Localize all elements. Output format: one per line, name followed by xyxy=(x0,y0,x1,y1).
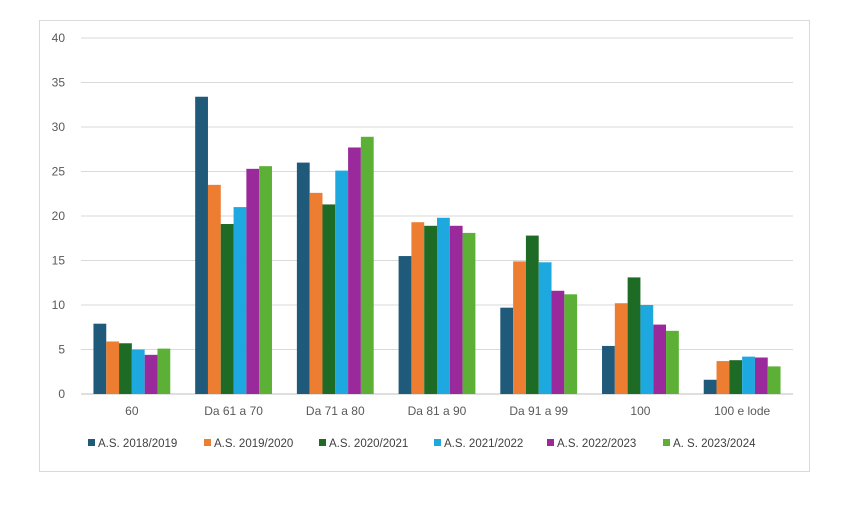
bar xyxy=(500,307,514,394)
x-tick-label: Da 61 a 70 xyxy=(204,404,263,418)
y-tick-label: 30 xyxy=(52,120,66,134)
bar xyxy=(195,96,208,395)
legend-swatch xyxy=(204,439,211,446)
bar xyxy=(398,256,412,394)
bar xyxy=(653,324,667,394)
y-tick-label: 15 xyxy=(52,254,66,268)
bar xyxy=(106,341,120,394)
y-tick-label: 20 xyxy=(52,209,66,223)
bar xyxy=(729,360,743,394)
bar xyxy=(449,225,463,394)
bar xyxy=(157,348,171,394)
bar xyxy=(335,170,349,394)
bar xyxy=(538,262,552,394)
bar xyxy=(767,366,781,394)
x-tick-label: Da 71 a 80 xyxy=(306,404,365,418)
legend-swatch xyxy=(434,439,441,446)
bar xyxy=(296,162,310,394)
bar xyxy=(119,343,132,394)
bar xyxy=(411,222,425,394)
x-tick-label: Da 81 a 90 xyxy=(408,404,467,418)
bar xyxy=(742,356,755,394)
bar xyxy=(551,290,565,394)
bar xyxy=(525,235,539,394)
bar xyxy=(627,277,641,394)
legend-label: A.S. 2019/2020 xyxy=(214,438,293,450)
bar xyxy=(246,168,260,394)
bar xyxy=(602,345,615,394)
bar-chart: 0 5 10 15 20 25 30 35 40 60 Da 61 a 70 Da 71 a 80 Da… xyxy=(52,31,793,450)
bar xyxy=(309,192,323,394)
x-tick-label: 60 xyxy=(125,404,139,418)
legend-label: A.S. 2022/2023 xyxy=(557,438,636,450)
bar xyxy=(207,184,221,394)
y-tick-label: 10 xyxy=(52,298,66,312)
bar xyxy=(348,147,361,394)
bar xyxy=(131,349,145,394)
bar xyxy=(703,379,717,394)
y-tick-label: 35 xyxy=(52,76,66,90)
bar xyxy=(360,136,374,394)
legend-swatch xyxy=(319,439,326,446)
legend-label: A.S. 2018/2019 xyxy=(98,438,177,450)
bar xyxy=(564,294,578,394)
legend-swatch xyxy=(88,439,95,446)
bar xyxy=(666,330,679,394)
bar xyxy=(259,166,272,394)
bar xyxy=(513,261,526,394)
chart-area: 0 5 10 15 20 25 30 35 40 60 Da 61 a 70 Da 71 a 80 Da… xyxy=(39,20,810,472)
bar xyxy=(754,357,768,394)
legend-label: A.S. 2020/2021 xyxy=(329,438,408,450)
bar xyxy=(220,224,234,394)
bar xyxy=(437,217,450,394)
y-tick-label: 40 xyxy=(52,31,66,45)
bar xyxy=(144,354,158,394)
bar xyxy=(462,232,476,394)
legend-swatch xyxy=(663,439,670,446)
x-tick-label: Da 91 a 99 xyxy=(509,404,568,418)
y-tick-label: 5 xyxy=(58,343,65,357)
bar xyxy=(640,305,654,394)
bar xyxy=(322,204,336,394)
y-tick-label: 25 xyxy=(52,165,66,179)
bar xyxy=(614,303,628,394)
bar xyxy=(716,361,730,394)
x-tick-label: 100 e lode xyxy=(714,404,770,418)
legend-label: A. S. 2023/2024 xyxy=(673,438,756,450)
x-tick-label: 100 xyxy=(630,404,650,418)
bar xyxy=(233,207,247,394)
bar xyxy=(424,225,437,394)
y-tick-label: 0 xyxy=(58,387,65,401)
legend-swatch xyxy=(547,439,554,446)
bar xyxy=(93,323,107,394)
legend-label: A.S. 2021/2022 xyxy=(444,438,523,450)
